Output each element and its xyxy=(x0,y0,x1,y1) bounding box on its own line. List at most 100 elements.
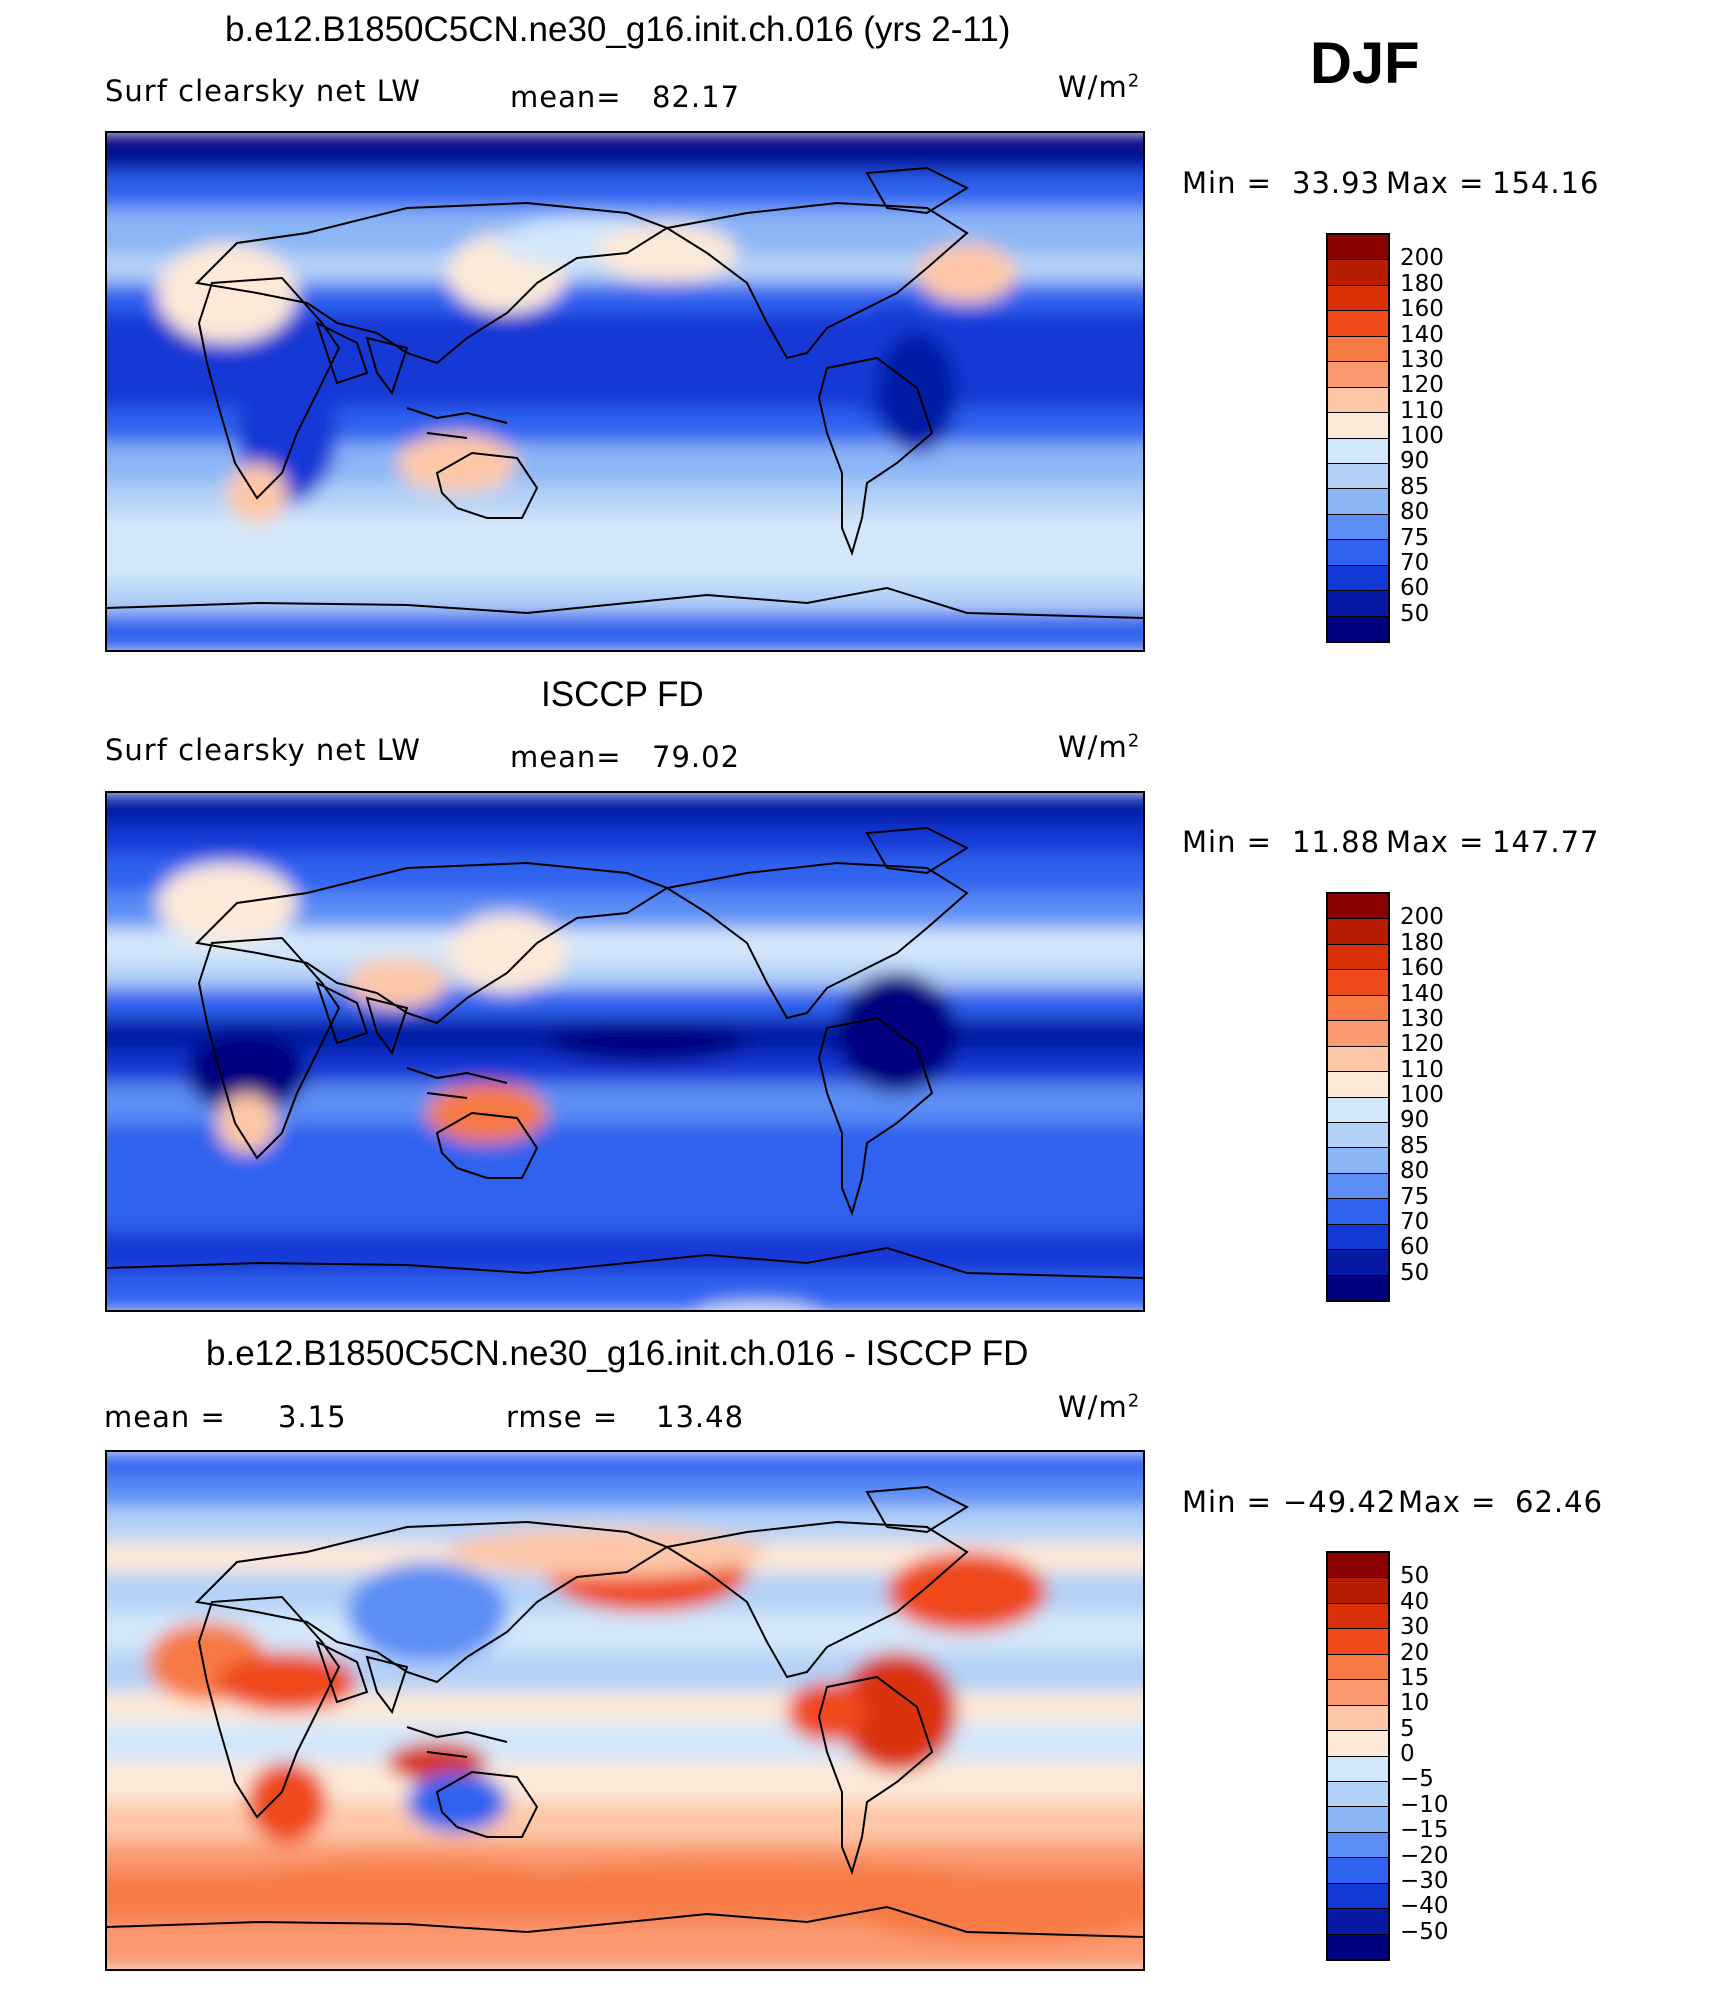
panel1-min-label: Min = xyxy=(1182,166,1272,200)
panel1-variable: Surf clearsky net LW xyxy=(105,74,421,108)
colorbar-swatch xyxy=(1328,1756,1388,1782)
colorbar-tick-label: 75 xyxy=(1400,1183,1430,1210)
colorbar-tick-label: 30 xyxy=(1400,1614,1430,1641)
panel2-min-label: Min = xyxy=(1182,825,1272,859)
coastline xyxy=(315,1640,369,1704)
colorbar-tick-label: 85 xyxy=(1400,473,1430,500)
panel1-min-value: 33.93 xyxy=(1292,166,1381,200)
colorbar-swatch xyxy=(1328,1731,1388,1757)
coastline xyxy=(664,861,969,1020)
panel2-units: W/m2 xyxy=(1058,730,1141,764)
field-anomaly xyxy=(447,1527,767,1577)
colorbar-tick-label: 60 xyxy=(1400,575,1430,602)
field-band xyxy=(107,1273,1143,1310)
colorbar-swatch xyxy=(1328,489,1388,515)
field-band xyxy=(107,823,1143,855)
coastline xyxy=(107,1246,1143,1279)
field-anomaly xyxy=(157,243,297,343)
colorbar-tick-label: 200 xyxy=(1400,904,1444,931)
colorbar-tick-label: −15 xyxy=(1400,1817,1449,1844)
colorbar-tick-label: 100 xyxy=(1400,1082,1444,1108)
colorbar-tick-label: 50 xyxy=(1400,1563,1430,1590)
season-label: DJF xyxy=(1310,31,1420,96)
colorbar-swatch xyxy=(1328,919,1388,945)
colorbar-tick-label: 110 xyxy=(1400,1056,1444,1083)
colorbar-swatch xyxy=(1328,463,1388,490)
colorbar-swatch xyxy=(1328,285,1388,312)
coastline xyxy=(194,1520,670,1684)
colorbar-tick-label: 160 xyxy=(1400,296,1444,323)
colorbar-tick-label: 160 xyxy=(1400,955,1444,982)
panel3-rmse-label: rmse = xyxy=(506,1400,619,1434)
colorbar-swatch xyxy=(1328,1148,1388,1174)
colorbar-tick-label: −10 xyxy=(1400,1791,1449,1818)
field-anomaly xyxy=(547,1023,747,1063)
colorbar-swatch xyxy=(1328,970,1388,996)
colorbar-swatch xyxy=(1328,1832,1388,1859)
coastline xyxy=(406,407,508,439)
colorbar-tick-label: 50 xyxy=(1400,1259,1430,1286)
panel1-map xyxy=(105,131,1145,652)
colorbar-swatch xyxy=(1328,1654,1388,1681)
coastline xyxy=(817,1016,934,1217)
colorbar-swatch xyxy=(1328,1603,1388,1630)
colorbar-tick-label: 140 xyxy=(1400,321,1444,348)
coastline xyxy=(406,1726,508,1758)
panel3-max-value: 62.46 xyxy=(1515,1485,1604,1519)
field-band xyxy=(107,613,1143,650)
field-band xyxy=(107,1173,1143,1235)
colorbar-tick-label: 70 xyxy=(1400,549,1430,576)
panel2-colorbar xyxy=(1326,892,1390,1302)
field-anomaly xyxy=(217,1093,277,1153)
colorbar-tick-label: −20 xyxy=(1400,1842,1449,1869)
colorbar-tick-label: 110 xyxy=(1400,397,1444,424)
field-anomaly xyxy=(917,243,1017,303)
colorbar-swatch xyxy=(1328,1909,1388,1935)
colorbar-swatch xyxy=(1328,616,1388,641)
colorbar-tick-label: −40 xyxy=(1400,1893,1449,1920)
colorbar-swatch xyxy=(1328,1250,1388,1276)
field-band xyxy=(107,1233,1143,1275)
colorbar-tick-label: 180 xyxy=(1400,929,1444,956)
panel2-max-value: 147.77 xyxy=(1492,825,1600,859)
colorbar-tick-label: −30 xyxy=(1400,1867,1449,1894)
colorbar-swatch xyxy=(1328,438,1388,464)
colorbar-tick-label: 0 xyxy=(1400,1741,1415,1767)
map-field xyxy=(107,1452,1143,1969)
colorbar-swatch xyxy=(1328,1883,1388,1910)
coastline xyxy=(865,1485,970,1534)
field-band xyxy=(107,173,1143,210)
colorbar-swatch xyxy=(1328,1046,1388,1073)
coastline xyxy=(194,861,670,1025)
coastline xyxy=(865,826,970,875)
colorbar-swatch xyxy=(1328,1680,1388,1706)
colorbar-swatch xyxy=(1328,413,1388,439)
colorbar-swatch xyxy=(1328,362,1388,388)
field-anomaly xyxy=(187,1033,307,1113)
colorbar-swatch xyxy=(1328,1173,1388,1200)
colorbar-tick-label: 50 xyxy=(1400,600,1430,627)
coastline xyxy=(435,451,539,519)
field-anomaly xyxy=(387,1742,487,1782)
panel3-max-label: Max = xyxy=(1398,1485,1497,1519)
panel1-colorbar xyxy=(1326,233,1390,643)
colorbar-swatch xyxy=(1328,336,1388,363)
colorbar-tick-label: 200 xyxy=(1400,245,1444,272)
colorbar-swatch xyxy=(1328,944,1388,971)
field-band xyxy=(107,583,1143,615)
field-anomaly xyxy=(217,1652,357,1712)
field-anomaly xyxy=(857,1882,1143,1942)
panel3-map xyxy=(105,1450,1145,1971)
panel2-max-label: Max = xyxy=(1386,825,1485,859)
colorbar-tick-label: 10 xyxy=(1400,1690,1430,1717)
field-band xyxy=(107,988,1143,1020)
colorbar-tick-label: 140 xyxy=(1400,980,1444,1007)
field-band xyxy=(107,133,1143,157)
colorbar-tick-label: 80 xyxy=(1400,1158,1430,1185)
panel2-map xyxy=(105,791,1145,1312)
field-anomaly xyxy=(157,863,297,943)
field-anomaly xyxy=(887,1552,1047,1632)
field-band xyxy=(107,1477,1143,1509)
panel2-mean-label: mean= xyxy=(510,740,622,774)
field-band xyxy=(107,1123,1143,1175)
